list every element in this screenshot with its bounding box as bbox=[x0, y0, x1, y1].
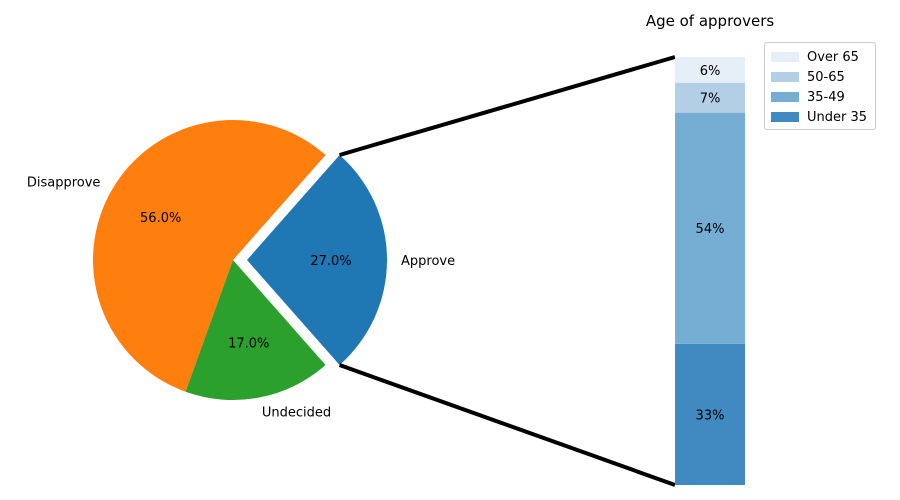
connector-lines bbox=[338, 55, 676, 487]
pie-value-label: 17.0% bbox=[228, 337, 269, 352]
connector-line-bottom bbox=[338, 363, 676, 487]
legend-label: Under 35 bbox=[807, 109, 868, 125]
bar-segment-over-65 bbox=[675, 57, 745, 83]
pie-category-label: Undecided bbox=[262, 405, 331, 420]
pie-chart: 27.0% Approve 56.0% Disapprove 17.0% Undecide… bbox=[27, 119, 455, 420]
legend-label: 50-65 bbox=[807, 69, 845, 85]
legend-item: 35-49 bbox=[771, 87, 869, 107]
bar-value-label: 6% bbox=[700, 64, 721, 79]
connector-line-top bbox=[339, 55, 676, 157]
legend-label: 35-49 bbox=[807, 89, 845, 105]
pie-value-label: 56.0% bbox=[140, 211, 181, 226]
bar-segment-35-49 bbox=[675, 112, 745, 344]
legend-item: Over 65 bbox=[771, 47, 869, 67]
legend-swatch bbox=[771, 92, 799, 102]
pie-slice-disapprove bbox=[92, 119, 326, 392]
legend-swatch bbox=[771, 112, 799, 122]
bar-value-label: 54% bbox=[696, 222, 725, 237]
pie-slice-undecided bbox=[185, 260, 326, 400]
legend-swatch bbox=[771, 72, 799, 82]
legend-swatch bbox=[771, 52, 799, 62]
pie-category-label: Disapprove bbox=[27, 176, 101, 191]
pie-slice-approve bbox=[247, 154, 387, 366]
legend-label: Over 65 bbox=[807, 49, 859, 65]
bar-segment-under-35 bbox=[675, 343, 745, 485]
legend-item: 50-65 bbox=[771, 67, 869, 87]
bar-value-label: 33% bbox=[696, 408, 725, 423]
legend-item: Under 35 bbox=[771, 107, 869, 127]
bar-value-label: 7% bbox=[700, 92, 721, 107]
pie-category-label: Approve bbox=[401, 254, 455, 269]
bar-segment-50-65 bbox=[675, 82, 745, 113]
stacked-bar-chart: 33% 54% 7% 6% bbox=[675, 57, 745, 485]
bar-chart-title: Age of approvers bbox=[646, 12, 775, 30]
legend: Over 65 50-65 35-49 Under 35 bbox=[764, 42, 876, 130]
pie-value-label: 27.0% bbox=[310, 254, 351, 269]
